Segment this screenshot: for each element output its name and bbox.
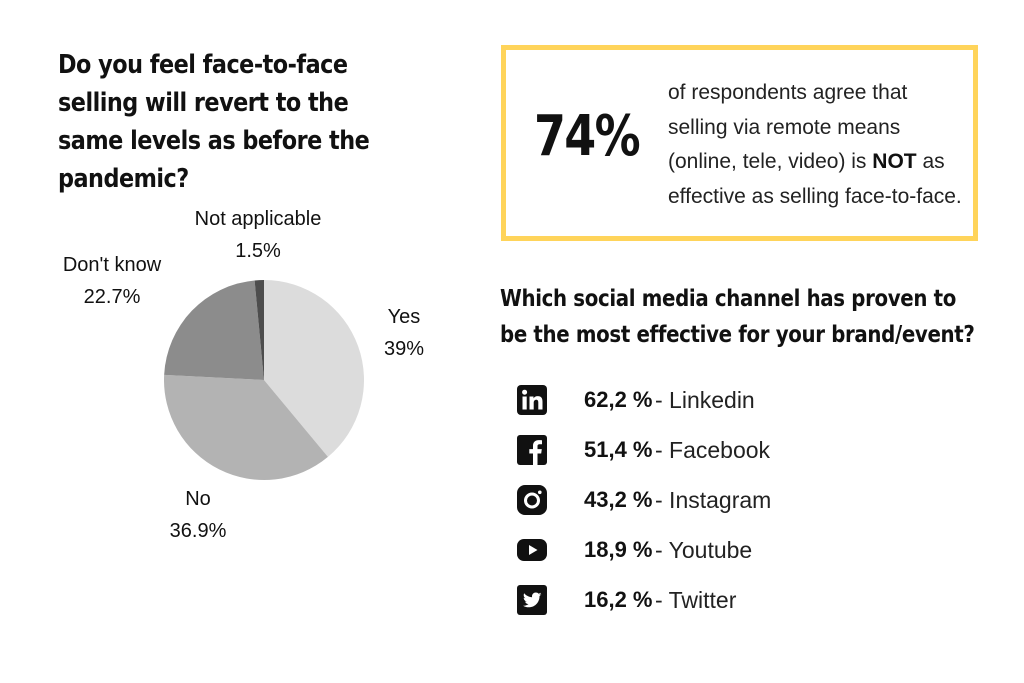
channel-item-youtube: 18,9 % - Youtube xyxy=(516,530,976,570)
stat-text-after: as effective as selling face-to-face. xyxy=(668,150,962,208)
instagram-icon xyxy=(517,485,547,515)
pie-slice-no xyxy=(163,374,328,480)
stat-text-bold: NOT xyxy=(872,150,917,173)
pie-label-name: Not applicable xyxy=(195,208,322,230)
stat-text-before: of respondents agree that selling via re… xyxy=(668,81,908,173)
youtube-icon xyxy=(517,539,547,561)
pie-label-value: 1.5% xyxy=(235,240,281,262)
channel-percent: 51,4 % xyxy=(584,437,653,462)
pie-slice-don-t-know xyxy=(164,280,264,380)
channel-item-twitter: 16,2 % - Twitter xyxy=(516,580,976,620)
channel-name: - Facebook xyxy=(655,436,771,463)
channel-name: - Youtube xyxy=(655,536,753,563)
pie-chart: Yes 39% No 36.9% Don't know 22.7% Not applicab… xyxy=(63,208,424,542)
channel-percent: 62,2 % xyxy=(584,387,653,412)
channel-percent: 43,2 % xyxy=(584,487,653,512)
pie-chart-title: Do you feel face-to-face selling will re… xyxy=(58,50,370,194)
pie-label-name: No xyxy=(185,488,211,510)
channel-name: - Linkedin xyxy=(655,386,755,413)
twitter-icon xyxy=(517,585,547,615)
channel-item-instagram: 43,2 % - Instagram xyxy=(516,480,976,520)
pie-label-name: Don't know xyxy=(63,254,162,276)
pie-label-value: 36.9% xyxy=(170,520,227,542)
channel-percent: 18,9 % xyxy=(584,537,653,562)
channel-percent: 16,2 % xyxy=(584,587,653,612)
channel-name: - Instagram xyxy=(655,486,772,513)
facebook-icon xyxy=(517,435,547,465)
pie-label-value: 22.7% xyxy=(84,286,141,308)
channel-item-linkedin: 62,2 % - Linkedin xyxy=(516,380,976,420)
stat-percent: 74% xyxy=(534,104,641,169)
channel-item-facebook: 51,4 % - Facebook xyxy=(516,430,976,470)
pie-slice-not-applicable xyxy=(254,280,264,380)
stat-callout-box xyxy=(501,45,978,241)
pie-label-name: Yes xyxy=(388,306,421,328)
social-channel-question: Which social media channel has proven to… xyxy=(500,286,975,348)
pie-slice-yes xyxy=(264,280,364,457)
linkedin-icon xyxy=(517,385,547,415)
pie-label-value: 39% xyxy=(384,338,424,360)
stat-description: of respondents agree that selling via re… xyxy=(668,76,968,214)
channel-name: - Twitter xyxy=(655,586,737,613)
